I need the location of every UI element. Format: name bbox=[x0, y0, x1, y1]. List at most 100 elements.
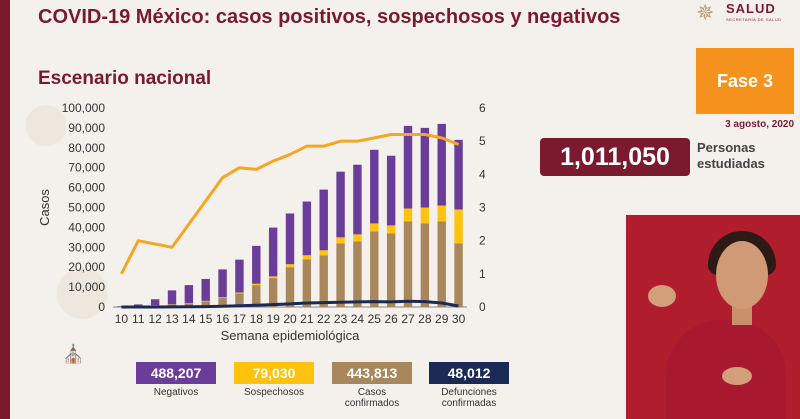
bar-segment bbox=[252, 245, 261, 284]
y-tick-label: 90,000 bbox=[68, 121, 105, 135]
bar-segment bbox=[252, 285, 261, 307]
bar-segment bbox=[336, 243, 345, 307]
bar-segment bbox=[437, 123, 446, 206]
city-watermark: ⛪ bbox=[62, 344, 85, 364]
background-pattern bbox=[10, 0, 130, 419]
report-date: 3 agosto, 2020 bbox=[725, 119, 794, 130]
logo-wordmark: SALUD bbox=[726, 1, 776, 16]
bar-segment bbox=[252, 283, 261, 286]
bar-segment bbox=[150, 299, 160, 306]
y2-tick-label: 50% bbox=[479, 134, 485, 148]
bar-segment bbox=[403, 208, 413, 222]
x-tick-label: 28 bbox=[418, 312, 432, 326]
brand-stripe bbox=[0, 0, 10, 419]
bar-segment bbox=[454, 209, 463, 244]
weekly-cases-chart: 0 10,000 20,000 30,000 40,000 50,000 60,000 70,… bbox=[37, 101, 485, 343]
bar-segment bbox=[336, 237, 345, 244]
bar-segment bbox=[454, 139, 463, 210]
bar-segment bbox=[201, 278, 210, 301]
x-tick-label: 19 bbox=[266, 312, 280, 326]
defunciones-value: 48,012 bbox=[429, 362, 509, 384]
bar-segment bbox=[420, 223, 430, 307]
bar-segment bbox=[235, 293, 244, 307]
bar-segment bbox=[403, 125, 413, 209]
bar-segment bbox=[370, 149, 379, 224]
x-tick-label: 18 bbox=[250, 312, 264, 326]
y-axis-title: Casos bbox=[37, 189, 52, 226]
page-title: COVID-19 México: casos positivos, sospec… bbox=[38, 6, 621, 28]
negativos-label: Negativos bbox=[153, 387, 199, 398]
bar-segment bbox=[167, 290, 177, 305]
bar-segment bbox=[201, 301, 210, 307]
bar-segment bbox=[201, 300, 210, 302]
y-tick-label: 40,000 bbox=[68, 220, 105, 234]
y-tick-label: 60,000 bbox=[68, 181, 105, 195]
bar-segment bbox=[218, 298, 227, 307]
logo-subtitle: SECRETARÍA DE SALUD bbox=[726, 17, 782, 22]
x-tick-label: 20 bbox=[283, 312, 297, 326]
y2-tick-label: 20% bbox=[479, 234, 485, 248]
x-axis-title: Semana epidemiológica bbox=[221, 328, 361, 343]
page-subtitle: Escenario nacional bbox=[38, 68, 212, 89]
bar-segment bbox=[420, 207, 430, 224]
y2-tick-label: 10% bbox=[479, 267, 485, 281]
negativos-value: 488,207 bbox=[136, 362, 216, 384]
deaths-line bbox=[121, 299, 459, 309]
x-tick-label: 25 bbox=[368, 312, 382, 326]
salud-logo: ✵ SALUD SECRETARÍA DE SALUD bbox=[694, 0, 800, 26]
y2-tick-label: 0% bbox=[479, 300, 485, 314]
bar-segment bbox=[302, 255, 312, 260]
bar-segment bbox=[386, 155, 396, 226]
x-tick-label: 13 bbox=[165, 312, 179, 326]
y-tick-label: 20,000 bbox=[68, 260, 105, 274]
x-tick-label: 26 bbox=[384, 312, 398, 326]
bar-segment bbox=[437, 221, 446, 307]
sospechosos-value: 79,030 bbox=[234, 362, 314, 384]
interpreter-face bbox=[716, 241, 768, 309]
bar-segment bbox=[285, 264, 295, 268]
y-tick-label: 50,000 bbox=[68, 201, 105, 215]
x-tick-label: 16 bbox=[216, 312, 230, 326]
x-tick-label: 30 bbox=[452, 312, 466, 326]
defunciones-label: Defunciones confirmadas bbox=[441, 387, 497, 409]
bar-segment bbox=[386, 225, 396, 234]
x-tick-label: 10 bbox=[115, 312, 129, 326]
y-tick-label: 0 bbox=[98, 300, 105, 314]
bar-segment bbox=[420, 127, 430, 208]
confirmados-value: 443,813 bbox=[332, 362, 412, 384]
bar-segment bbox=[302, 201, 312, 256]
bar-segment bbox=[268, 278, 278, 307]
bar-segment bbox=[184, 303, 194, 307]
bar-segment bbox=[235, 259, 244, 293]
interpreter-hand bbox=[722, 367, 752, 385]
x-tick-label: 12 bbox=[148, 312, 162, 326]
bar-segment bbox=[302, 259, 312, 307]
x-tick-label: 22 bbox=[317, 312, 331, 326]
y2-tick-label: 60% bbox=[479, 101, 485, 115]
y2-tick-label: 30% bbox=[479, 201, 485, 215]
y-tick-label: 70,000 bbox=[68, 161, 105, 175]
x-tick-label: 17 bbox=[233, 312, 247, 326]
bar-segment bbox=[454, 243, 463, 307]
bar-segment bbox=[285, 213, 295, 265]
bar-segment bbox=[285, 267, 295, 307]
x-tick-label: 15 bbox=[199, 312, 213, 326]
positivity-line bbox=[120, 133, 460, 275]
bar-segment bbox=[336, 171, 345, 238]
bar-segment bbox=[184, 285, 194, 304]
bar-segment bbox=[235, 292, 244, 294]
sospechosos-label: Sospechosos bbox=[243, 387, 305, 398]
eagle-icon: ✵ bbox=[696, 0, 715, 25]
bar-segment bbox=[370, 223, 379, 232]
x-tick-label: 29 bbox=[435, 312, 449, 326]
bar-segment bbox=[319, 250, 328, 256]
bar-segment bbox=[437, 205, 446, 222]
x-tick-label: 21 bbox=[300, 312, 314, 326]
interpreter-hand bbox=[648, 285, 676, 307]
bar-segment bbox=[218, 297, 227, 299]
x-tick-label: 27 bbox=[401, 312, 415, 326]
bar-segment bbox=[268, 276, 278, 279]
bar-segment bbox=[268, 227, 278, 277]
y-tick-label: 10,000 bbox=[68, 280, 105, 294]
bar-segment bbox=[386, 233, 396, 307]
